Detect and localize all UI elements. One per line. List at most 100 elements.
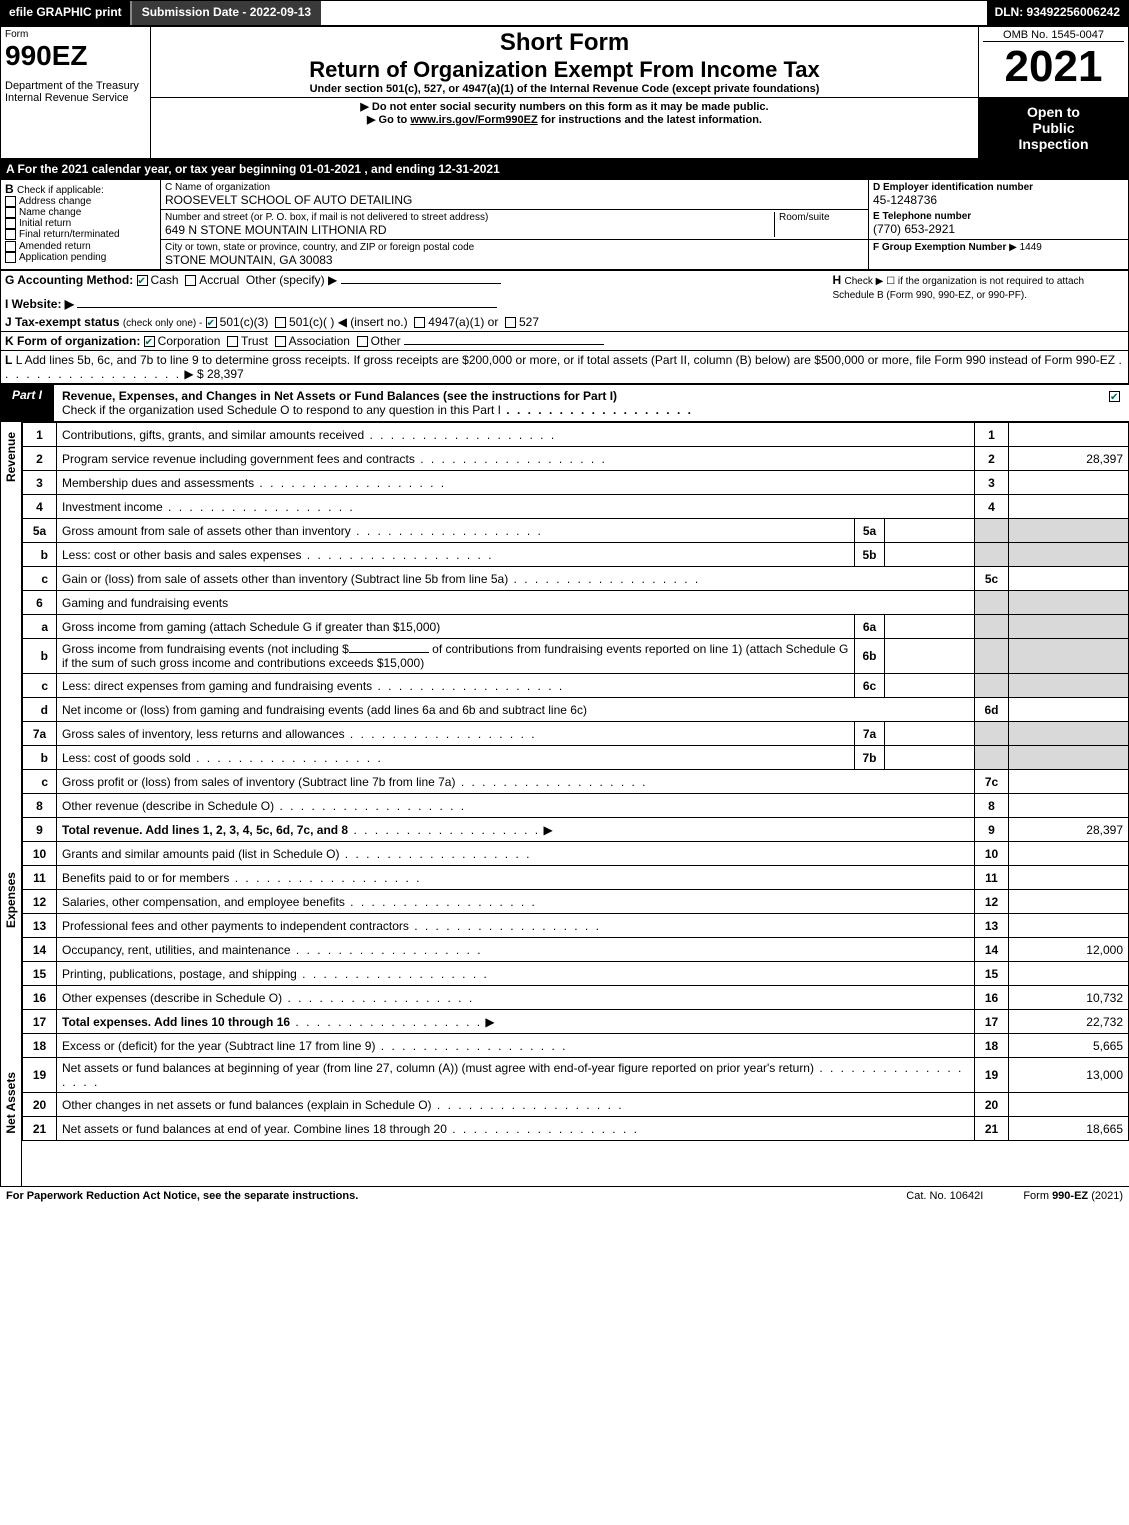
irs-link[interactable]: www.irs.gov/Form990EZ: [410, 114, 537, 126]
box-d-label: D Employer identification number: [873, 182, 1124, 193]
line-11: 11Benefits paid to or for members11: [23, 866, 1129, 890]
check-other-org[interactable]: [357, 336, 368, 347]
line-13: 13Professional fees and other payments t…: [23, 914, 1129, 938]
line-7a: 7aGross sales of inventory, less returns…: [23, 722, 1129, 746]
city-value: STONE MOUNTAIN, GA 30083: [165, 253, 864, 267]
mid-block: G Accounting Method: Cash Accrual Other …: [0, 270, 1129, 384]
title-short: Short Form: [155, 29, 974, 57]
check-name-change[interactable]: Name change: [5, 207, 156, 218]
check-final-return[interactable]: Final return/terminated: [5, 229, 156, 240]
line-14: 14Occupancy, rent, utilities, and mainte…: [23, 938, 1129, 962]
line-1: 1Contributions, gifts, grants, and simil…: [23, 423, 1129, 447]
sidebar-net-assets: Net Assets: [4, 1062, 18, 1144]
line-5a: 5aGross amount from sale of assets other…: [23, 519, 1129, 543]
form-header: Form 990EZ Department of the Treasury In…: [0, 26, 1129, 159]
line-h-text: Check ▶ ☐ if the organization is not req…: [833, 276, 1085, 301]
org-name: ROOSEVELT SCHOOL OF AUTO DETAILING: [165, 193, 864, 207]
line-l-value: $ 28,397: [197, 367, 244, 381]
check-501c3[interactable]: [206, 317, 217, 328]
line-10: 10Grants and similar amounts paid (list …: [23, 842, 1129, 866]
line-18: 18Excess or (deficit) for the year (Subt…: [23, 1034, 1129, 1058]
line-6c: cLess: direct expenses from gaming and f…: [23, 674, 1129, 698]
form-number: 990EZ: [5, 40, 146, 72]
line-h-label: H: [833, 273, 842, 287]
box-e-label: E Telephone number: [873, 211, 1124, 222]
line-6b: bGross income from fundraising events (n…: [23, 639, 1129, 674]
footer-center: Cat. No. 10642I: [866, 1190, 1023, 1202]
check-association[interactable]: [275, 336, 286, 347]
part1-header: Part I Revenue, Expenses, and Changes in…: [0, 384, 1129, 422]
tax-year: 2021: [983, 42, 1124, 92]
lines-table: 1Contributions, gifts, grants, and simil…: [22, 422, 1129, 1141]
sidebar-expenses: Expenses: [4, 862, 18, 938]
instruction-2: ▶ Go to www.irs.gov/Form990EZ for instru…: [155, 113, 974, 126]
section-a-header: A For the 2021 calendar year, or tax yea…: [0, 159, 1129, 179]
line-4: 4Investment income4: [23, 495, 1129, 519]
part1-schedule-o-check[interactable]: [1109, 391, 1120, 402]
box-c-label: C Name of organization: [165, 182, 864, 193]
open-to-public: Open to Public Inspection: [979, 98, 1128, 158]
line-k-label: K Form of organization:: [5, 334, 140, 348]
page-footer: For Paperwork Reduction Act Notice, see …: [0, 1186, 1129, 1205]
ein-value: 45-1248736: [873, 193, 1124, 207]
line-8: 8Other revenue (describe in Schedule O)8: [23, 794, 1129, 818]
line-15: 15Printing, publications, postage, and s…: [23, 962, 1129, 986]
check-amended-return[interactable]: Amended return: [5, 241, 156, 252]
check-initial-return[interactable]: Initial return: [5, 218, 156, 229]
line-16: 16Other expenses (describe in Schedule O…: [23, 986, 1129, 1010]
line-17: 17Total expenses. Add lines 10 through 1…: [23, 1010, 1129, 1034]
footer-left: For Paperwork Reduction Act Notice, see …: [6, 1190, 866, 1202]
dept-label: Department of the Treasury Internal Reve…: [5, 80, 146, 104]
line-j-label: J Tax-exempt status: [5, 315, 120, 329]
box-f-label: F Group Exemption Number ▶ 1449: [873, 242, 1124, 253]
form-label: Form: [5, 29, 146, 40]
line-9: 9Total revenue. Add lines 1, 2, 3, 4, 5c…: [23, 818, 1129, 842]
part1-title: Revenue, Expenses, and Changes in Net As…: [62, 389, 617, 403]
line-12: 12Salaries, other compensation, and empl…: [23, 890, 1129, 914]
line-7c: cGross profit or (loss) from sales of in…: [23, 770, 1129, 794]
line-6a: aGross income from gaming (attach Schedu…: [23, 615, 1129, 639]
line-6: 6Gaming and fundraising events: [23, 591, 1129, 615]
part1-checkline: Check if the organization used Schedule …: [62, 403, 501, 417]
check-527[interactable]: [505, 317, 516, 328]
street-label: Number and street (or P. O. box, if mail…: [165, 212, 774, 223]
footer-right: Form 990-EZ (2021): [1023, 1190, 1123, 1202]
city-label: City or town, state or province, country…: [165, 242, 864, 253]
top-bar: efile GRAPHIC print Submission Date - 20…: [0, 0, 1129, 26]
line-5c: cGain or (loss) from sale of assets othe…: [23, 567, 1129, 591]
efile-label[interactable]: efile GRAPHIC print: [1, 1, 130, 25]
org-info-block: B Check if applicable: Address change Na…: [0, 179, 1129, 270]
sidebar-revenue: Revenue: [4, 422, 18, 492]
check-corporation[interactable]: [144, 336, 155, 347]
check-cash[interactable]: [137, 275, 148, 286]
line-6d: dNet income or (loss) from gaming and fu…: [23, 698, 1129, 722]
dln-label: DLN: 93492256006242: [987, 1, 1128, 25]
line-20: 20Other changes in net assets or fund ba…: [23, 1093, 1129, 1117]
box-b-header: B Check if applicable:: [5, 182, 156, 196]
check-trust[interactable]: [227, 336, 238, 347]
line-l-text: L Add lines 5b, 6c, and 7b to line 9 to …: [16, 353, 1115, 367]
line-19: 19Net assets or fund balances at beginni…: [23, 1058, 1129, 1093]
check-4947[interactable]: [414, 317, 425, 328]
check-501c[interactable]: [275, 317, 286, 328]
phone-value: (770) 653-2921: [873, 222, 1124, 236]
line-2: 2Program service revenue including gover…: [23, 447, 1129, 471]
line-g-label: G Accounting Method:: [5, 273, 133, 287]
instruction-1: ▶ Do not enter social security numbers o…: [155, 100, 974, 113]
room-label: Room/suite: [779, 212, 864, 223]
subtitle: Under section 501(c), 527, or 4947(a)(1)…: [155, 83, 974, 95]
part1-body: Revenue Expenses Net Assets 1Contributio…: [0, 422, 1129, 1186]
check-application-pending[interactable]: Application pending: [5, 252, 156, 263]
omb-number: OMB No. 1545-0047: [983, 29, 1124, 42]
title-main: Return of Organization Exempt From Incom…: [155, 57, 974, 83]
line-3: 3Membership dues and assessments3: [23, 471, 1129, 495]
check-address-change[interactable]: Address change: [5, 196, 156, 207]
line-i-label: I Website: ▶: [5, 297, 74, 311]
street-value: 649 N STONE MOUNTAIN LITHONIA RD: [165, 223, 774, 237]
submission-date: Submission Date - 2022-09-13: [130, 1, 321, 25]
line-7b: bLess: cost of goods sold7b: [23, 746, 1129, 770]
line-21: 21Net assets or fund balances at end of …: [23, 1117, 1129, 1141]
check-accrual[interactable]: [185, 275, 196, 286]
line-5b: bLess: cost or other basis and sales exp…: [23, 543, 1129, 567]
part1-tab: Part I: [0, 384, 54, 422]
